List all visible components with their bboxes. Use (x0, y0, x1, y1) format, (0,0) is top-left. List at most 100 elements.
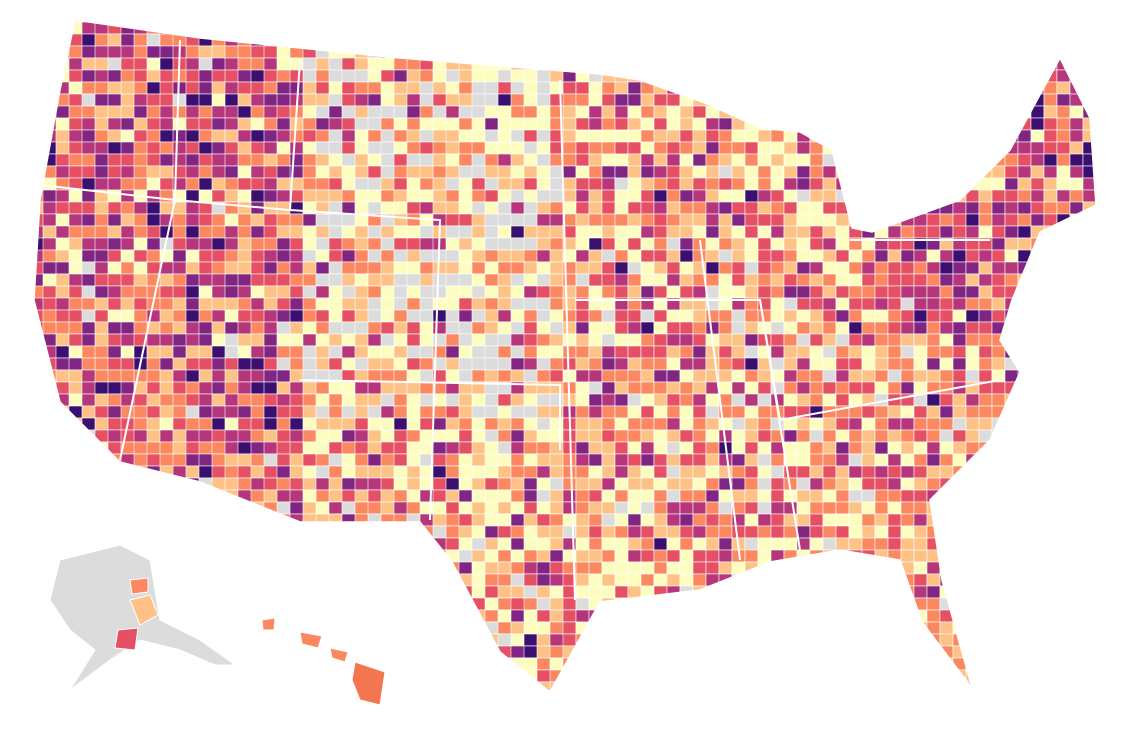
county (640, 129, 655, 143)
county (874, 249, 889, 263)
county (666, 441, 681, 455)
county (614, 141, 629, 155)
county (705, 489, 720, 503)
county (562, 297, 577, 311)
county (640, 153, 655, 167)
county (887, 417, 902, 431)
county (757, 237, 772, 251)
county (679, 465, 694, 479)
county (666, 201, 681, 215)
county (822, 333, 837, 347)
county (822, 525, 837, 539)
county (666, 321, 681, 335)
county (575, 261, 590, 275)
county (588, 405, 603, 419)
county (640, 513, 655, 527)
county (718, 309, 733, 323)
county (783, 165, 798, 179)
county (861, 429, 876, 443)
county (575, 333, 590, 347)
county (887, 429, 902, 443)
county (627, 321, 642, 335)
county (952, 261, 967, 275)
county (666, 285, 681, 299)
county (952, 297, 967, 311)
county (952, 417, 967, 431)
county (705, 525, 720, 539)
county (991, 249, 1006, 263)
county (640, 345, 655, 359)
county (926, 357, 941, 371)
county (887, 525, 902, 539)
county (666, 225, 681, 239)
county (744, 129, 759, 143)
county (666, 129, 681, 143)
county (757, 177, 772, 191)
county (679, 477, 694, 491)
county (653, 261, 668, 275)
county (588, 561, 603, 575)
county (614, 501, 629, 515)
county (809, 153, 824, 167)
county (653, 369, 668, 383)
county (900, 537, 915, 551)
county (653, 501, 668, 515)
county (809, 393, 824, 407)
county (1043, 189, 1058, 203)
county (575, 165, 590, 179)
county (666, 501, 681, 515)
county (874, 441, 889, 455)
county (926, 417, 941, 431)
county (731, 429, 746, 443)
county (1056, 81, 1071, 95)
county (1017, 225, 1032, 239)
county (627, 549, 642, 563)
county (627, 573, 642, 587)
county (575, 309, 590, 323)
county (588, 81, 603, 95)
county (861, 321, 876, 335)
county (666, 213, 681, 227)
county (796, 333, 811, 347)
county (692, 393, 707, 407)
county (783, 345, 798, 359)
county (770, 309, 785, 323)
county (913, 285, 928, 299)
county (575, 357, 590, 371)
county (744, 453, 759, 467)
county (939, 441, 954, 455)
county (666, 417, 681, 431)
county (653, 345, 668, 359)
county (575, 513, 590, 527)
county (588, 309, 603, 323)
county (588, 537, 603, 551)
county (900, 525, 915, 539)
county (900, 333, 915, 347)
county (835, 417, 850, 431)
county (770, 513, 785, 527)
county (640, 369, 655, 383)
county (653, 453, 668, 467)
county (952, 453, 967, 467)
county (939, 285, 954, 299)
county (614, 465, 629, 479)
county (796, 345, 811, 359)
county (1030, 189, 1045, 203)
county (913, 321, 928, 335)
county (900, 429, 915, 443)
county (770, 165, 785, 179)
county (874, 429, 889, 443)
county (848, 525, 863, 539)
county (601, 405, 616, 419)
county (757, 453, 772, 467)
county (601, 573, 616, 587)
county (913, 537, 928, 551)
county (627, 453, 642, 467)
county (900, 381, 915, 395)
county (705, 465, 720, 479)
county (744, 381, 759, 395)
county (666, 345, 681, 359)
county (679, 573, 694, 587)
county (562, 93, 577, 107)
county (731, 225, 746, 239)
